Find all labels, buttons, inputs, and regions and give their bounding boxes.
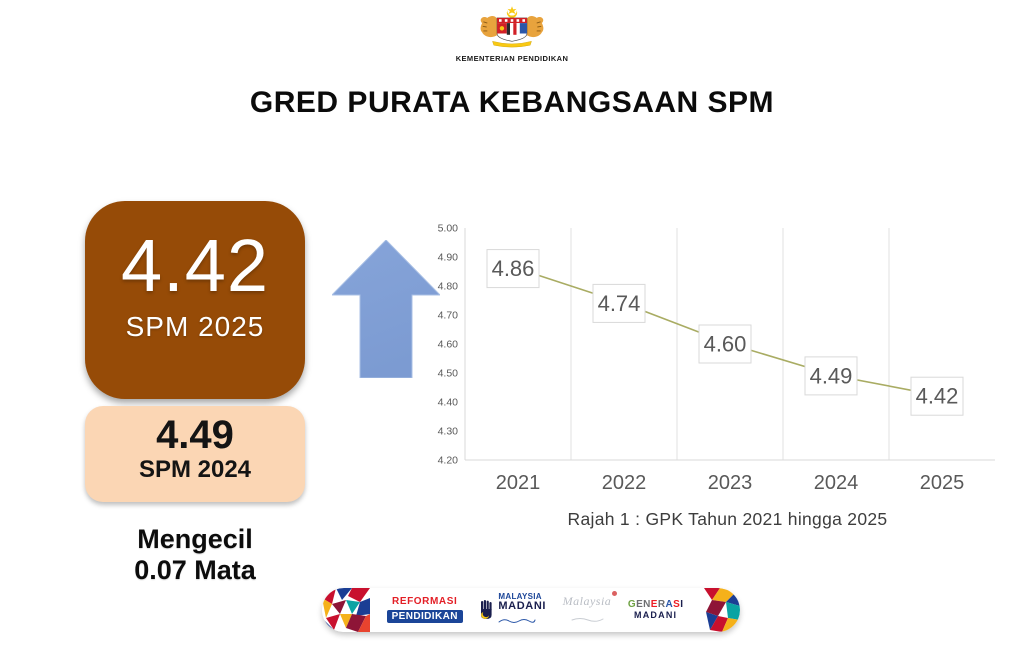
malaysia-madani-logo: MALAYSIA MADANI [479, 591, 547, 628]
svg-text:4.60: 4.60 [438, 339, 459, 351]
mosaic-right-cap-icon [700, 588, 740, 632]
spm-2025-card: 4.42 SPM 2025 [85, 201, 305, 399]
svg-text:4.60: 4.60 [704, 332, 747, 357]
footer-banner: REFORMASI PENDIDIKAN MALAYSIA MADANI [322, 588, 740, 632]
svg-text:4.49: 4.49 [810, 363, 853, 388]
svg-text:2024: 2024 [814, 472, 859, 494]
svg-text:2021: 2021 [496, 472, 541, 494]
ministry-name: KEMENTERIAN PENDIDIKAN [455, 54, 569, 63]
spm-2025-label: SPM 2025 [125, 310, 265, 342]
header: KEMENTERIAN PENDIDIKAN [0, 6, 1024, 63]
madani-text: MADANI [498, 599, 547, 612]
generasi-madani-logo: GENERASI MADANI [628, 600, 683, 620]
malaysia-anniversary-logo: Malaysia [562, 590, 618, 627]
mosaic-left-cap-icon [322, 588, 370, 632]
svg-text:2023: 2023 [708, 472, 753, 494]
svg-text:2025: 2025 [920, 472, 965, 494]
spm-2025-value: 4.42 [120, 224, 270, 307]
reformasi-text: REFORMASI [392, 595, 458, 607]
svg-text:4.50: 4.50 [438, 368, 459, 380]
svg-text:4.74: 4.74 [598, 291, 641, 316]
up-arrow-icon [332, 240, 440, 378]
svg-text:2022: 2022 [602, 472, 647, 494]
change-line1: Mengecil [137, 524, 253, 554]
malaysia-coat-of-arms-icon [480, 6, 544, 48]
svg-text:4.30: 4.30 [438, 426, 459, 438]
change-note: Mengecil 0.07 Mata [85, 524, 305, 586]
spm-2024-card: 4.49 SPM 2024 [85, 406, 305, 502]
spm-2024-value: 4.49 [156, 413, 234, 457]
gpk-line-chart: 5.00 4.90 4.80 4.70 4.60 4.50 4.40 4.30 4.20 4.86… [438, 223, 995, 494]
svg-text:5.00: 5.00 [438, 223, 459, 235]
svg-text:4.86: 4.86 [492, 256, 535, 281]
generasi-text: GENERASI [627, 599, 684, 610]
change-line2: 0.07 Mata [134, 555, 256, 586]
svg-text:4.70: 4.70 [438, 310, 459, 322]
reformasi-pendidikan-logo: REFORMASI PENDIDIKAN [386, 595, 463, 624]
svg-text:4.90: 4.90 [438, 252, 459, 264]
madani-wordmark: MALAYSIA MADANI [498, 591, 547, 628]
madani-script-flourish [498, 618, 536, 623]
pendidikan-text: PENDIDIKAN [386, 610, 463, 624]
malaysia-text: MALAYSIA [498, 591, 542, 601]
madani-hand-icon [481, 600, 493, 619]
anniversary-flourish [571, 617, 604, 622]
svg-text:4.20: 4.20 [438, 455, 459, 467]
generasi-madani-text: MADANI [634, 610, 678, 620]
anniversary-dot-icon [612, 590, 618, 596]
anniversary-text: Malaysia [562, 593, 612, 608]
footer-logos: REFORMASI PENDIDIKAN MALAYSIA MADANI [370, 588, 700, 632]
spm-2024-label: SPM 2024 [138, 456, 252, 483]
page-title: GRED PURATA KEBANGSAAN SPM [249, 86, 775, 119]
svg-text:4.80: 4.80 [438, 281, 459, 293]
chart-caption: Rajah 1 : GPK Tahun 2021 hingga 2025 [567, 509, 888, 529]
svg-text:4.42: 4.42 [916, 384, 959, 409]
svg-text:4.40: 4.40 [438, 397, 459, 409]
